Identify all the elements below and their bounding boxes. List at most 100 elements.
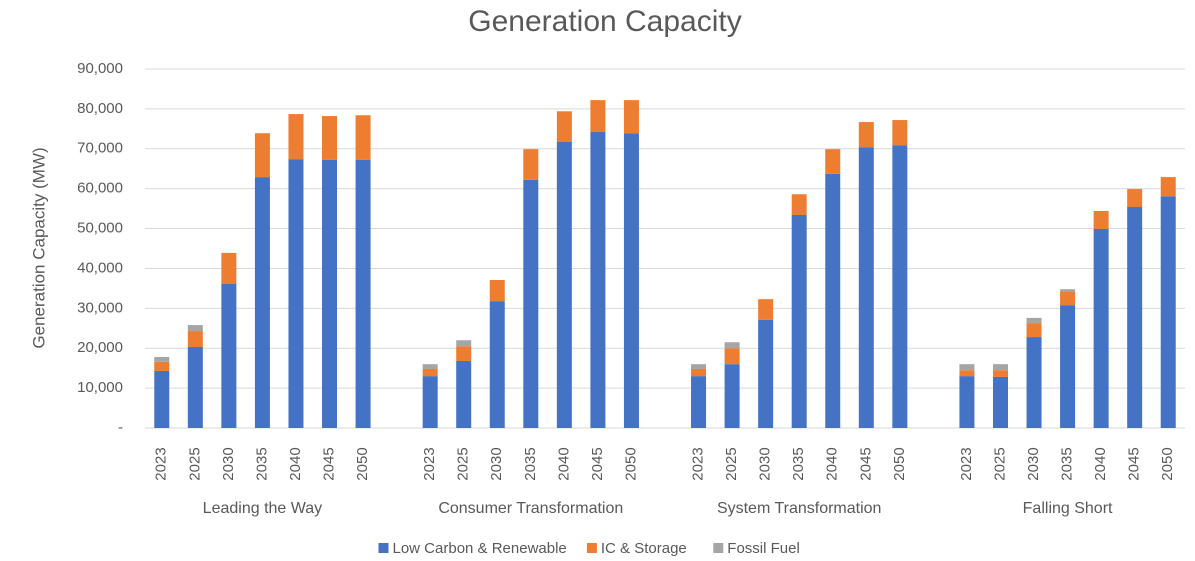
bar-segment (825, 149, 841, 174)
x-tick-label: 2040 (555, 447, 572, 480)
bar-segment (489, 301, 505, 428)
bar-segment (1093, 228, 1109, 428)
bar-segment (322, 116, 338, 160)
bar-segment (154, 361, 170, 371)
bar-segment (489, 280, 505, 302)
y-tick-label: 30,000 (77, 299, 123, 316)
bar-segment (1160, 196, 1176, 428)
bar-segment (187, 325, 203, 332)
group-label: Falling Short (1023, 500, 1113, 517)
x-tick-label: 2030 (757, 447, 774, 480)
x-tick-label: 2050 (354, 447, 371, 480)
bar-segment (456, 340, 472, 347)
x-tick-label: 2035 (253, 447, 270, 480)
y-tick-label: - (118, 419, 123, 436)
bar-segment (724, 364, 740, 428)
bar-segment (724, 342, 740, 349)
bar-segment (556, 111, 572, 142)
bar-segment (691, 364, 707, 369)
x-tick-label: 2023 (153, 447, 170, 480)
bar-segment (556, 141, 572, 428)
bar-segment (254, 177, 270, 428)
bar-segment (422, 376, 438, 428)
y-tick-label: 50,000 (77, 220, 123, 237)
legend-label: Fossil Fuel (727, 540, 800, 557)
group-label: Consumer Transformation (438, 500, 623, 517)
bar-segment (288, 114, 304, 160)
x-tick-label: 2045 (589, 447, 606, 480)
bar-segment (590, 100, 606, 133)
bar-segment (187, 347, 203, 428)
y-tick-label: 40,000 (77, 259, 123, 276)
x-tick-label: 2050 (891, 447, 908, 480)
x-tick-label: 2040 (287, 447, 304, 480)
bar-segment (623, 133, 639, 428)
legend-label: IC & Storage (601, 540, 687, 557)
bar-segment (1127, 189, 1143, 208)
x-tick-label: 2045 (1126, 447, 1143, 480)
bar-segment (1160, 177, 1176, 197)
x-tick-label: 2050 (622, 447, 639, 480)
bar-segment (791, 214, 807, 428)
bar-segment (1026, 323, 1042, 338)
bar-segment (1060, 305, 1076, 428)
bar-segment (724, 348, 740, 365)
bar-segment (355, 159, 371, 429)
y-tick-label: 20,000 (77, 339, 123, 356)
x-tick-label: 2025 (723, 447, 740, 480)
x-tick-label: 2030 (488, 447, 505, 480)
bar-segment (892, 120, 908, 146)
bar-segment (456, 346, 472, 361)
bar-segment (1060, 291, 1076, 306)
legend-swatch (378, 543, 389, 553)
bar-segment (221, 284, 237, 428)
y-tick-label: 10,000 (77, 379, 123, 396)
x-tick-label: 2035 (522, 447, 539, 480)
bar-segment (422, 364, 438, 369)
y-tick-label: 90,000 (77, 60, 123, 77)
bar-segment (992, 364, 1008, 371)
x-tick-label: 2040 (824, 447, 841, 480)
x-tick-label: 2045 (320, 447, 337, 480)
bar-segment (154, 356, 170, 362)
legend-swatch (713, 543, 724, 553)
y-tick-label: 60,000 (77, 180, 123, 197)
x-tick-label: 2023 (690, 447, 707, 480)
bar-segment (355, 115, 371, 160)
bar-segment (992, 376, 1008, 428)
bar-segment (590, 132, 606, 428)
bar-segment (422, 368, 438, 377)
bar-segment (456, 360, 472, 428)
bar-segment (623, 100, 639, 134)
bar-segment (1026, 337, 1042, 428)
bar-segment (1093, 211, 1109, 229)
bar-segment (992, 370, 1008, 377)
legend-label: Low Carbon & Renewable (393, 540, 567, 557)
bar-segment (758, 299, 774, 320)
bar-segment (959, 370, 975, 377)
y-tick-label: 80,000 (77, 100, 123, 117)
bar-segment (1026, 317, 1042, 324)
bar-segment (959, 376, 975, 428)
chart-title: Generation Capacity (468, 5, 742, 38)
x-tick-label: 2023 (958, 447, 975, 480)
bar-segment (221, 252, 237, 285)
y-axis-label: Generation Capacity (MW) (29, 147, 48, 348)
x-tick-label: 2045 (857, 447, 874, 480)
bar-segment (791, 194, 807, 215)
bar-segment (1060, 289, 1076, 292)
bar-segment (858, 122, 874, 148)
y-tick-label: 70,000 (77, 140, 123, 157)
x-tick-label: 2030 (1025, 447, 1042, 480)
group-label: Leading the Way (203, 500, 322, 517)
bar-segment (523, 179, 539, 428)
x-tick-label: 2035 (790, 447, 807, 480)
bar-segment (892, 145, 908, 428)
bar-segment (154, 370, 170, 428)
bar-segment (691, 376, 707, 428)
x-tick-label: 2023 (421, 447, 438, 480)
x-tick-label: 2025 (455, 447, 472, 480)
bar-segment (187, 331, 203, 348)
